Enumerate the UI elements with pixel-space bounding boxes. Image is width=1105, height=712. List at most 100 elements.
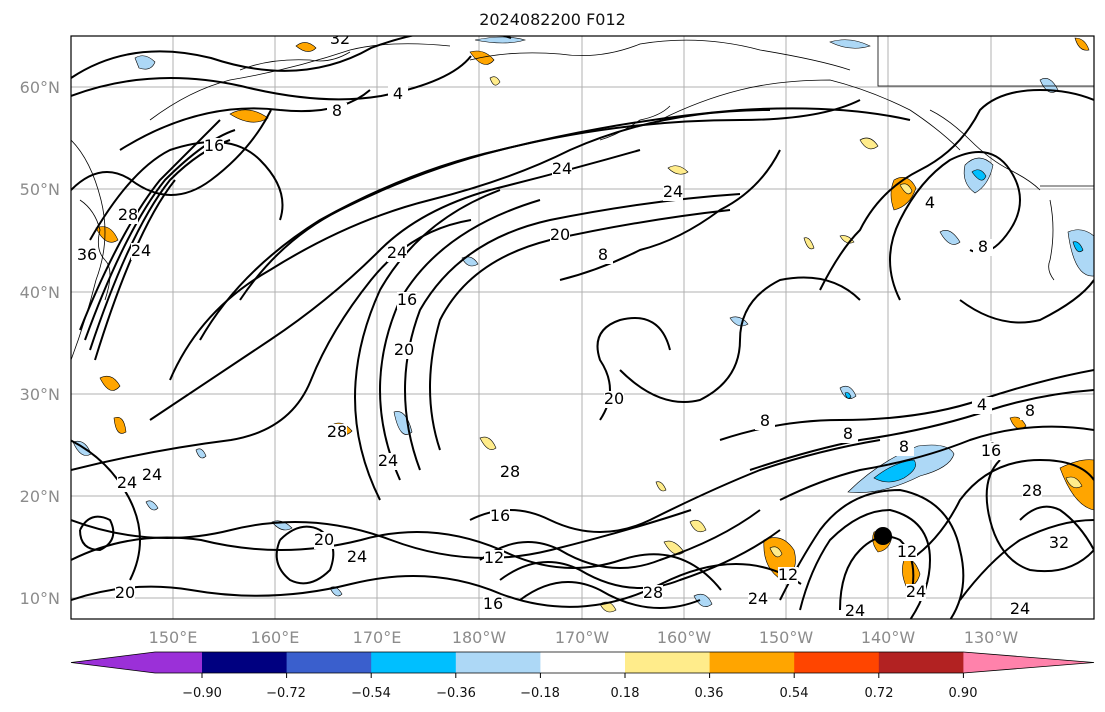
- contour-label-bg: [748, 591, 768, 608]
- contour-label: 24: [117, 473, 137, 492]
- lat-tick-label: 30°N: [20, 385, 60, 404]
- contour-label: 4: [977, 395, 987, 414]
- contour-label: 8: [598, 245, 608, 264]
- contour-label-bg: [663, 184, 683, 201]
- contour-label-bg: [483, 596, 503, 613]
- contour-label: 36: [77, 245, 97, 264]
- contour-label-bg: [552, 161, 572, 178]
- colorbar-tick-label: −0.90: [182, 686, 222, 701]
- contour-label: 28: [327, 422, 347, 441]
- lon-tick-label: 140°W: [861, 628, 916, 647]
- lat-tick-label: 60°N: [20, 78, 60, 97]
- colorbar: [70, 651, 1095, 678]
- contour-label-bg: [77, 247, 97, 264]
- contour-label-bg: [142, 467, 162, 484]
- contour-label-bg: [327, 103, 347, 120]
- lon-tick-label: 180°W: [452, 628, 507, 647]
- colorbar-segment: [455, 652, 541, 673]
- contour-label-bg: [394, 342, 414, 359]
- contour-label-bg: [593, 247, 613, 264]
- contour-label-bg: [397, 292, 417, 309]
- contour-label-bg: [981, 443, 1001, 460]
- contour-label: 4: [393, 84, 403, 103]
- contour-label-bg: [115, 585, 135, 602]
- contour-label-bg: [327, 424, 347, 441]
- lat-tick-label: 10°N: [20, 589, 60, 608]
- contour-label-bg: [604, 391, 624, 408]
- colorbar-segment: [540, 652, 626, 673]
- contour-label: 8: [1025, 401, 1035, 420]
- contour-label-bg: [388, 86, 408, 103]
- contour-label: 28: [500, 462, 520, 481]
- contour-label-bg: [330, 36, 350, 48]
- colorbar-tick-label: 0.54: [780, 686, 809, 701]
- contour-label-bg: [1010, 601, 1030, 618]
- contour-label-bg: [897, 544, 917, 561]
- contour-label-bg: [378, 453, 398, 470]
- contour-label-bg: [347, 549, 367, 566]
- contour-label: 8: [978, 237, 988, 256]
- lon-tick-label: 160°W: [657, 628, 712, 647]
- contour-label: 20: [394, 340, 414, 359]
- colorbar-tick-labels: −0.90 −0.72 −0.54 −0.36 −0.18 0.18 0.36 …: [182, 686, 977, 701]
- contour-label-bg: [973, 239, 993, 256]
- contour-label-bg: [204, 138, 224, 155]
- contour-label-bg: [314, 532, 334, 549]
- contour-label-bg: [1049, 535, 1069, 552]
- lon-tick-label: 160°E: [251, 628, 300, 647]
- longitude-axis: 150°E 160°E 170°E 180°W 170°W 160°W 150°…: [149, 628, 1019, 647]
- colorbar-segment: [155, 652, 202, 673]
- contour-label: 12: [897, 542, 917, 561]
- contour-label: 20: [314, 530, 334, 549]
- contour-label: 8: [760, 411, 770, 430]
- contour-label: 28: [643, 583, 663, 602]
- contour-label: 24: [663, 182, 683, 201]
- colorbar-segment: [286, 652, 372, 673]
- storm-center-marker: [874, 527, 892, 545]
- contour-label-bg: [838, 426, 858, 443]
- contour-label-bg: [920, 195, 940, 212]
- lon-tick-label: 170°W: [555, 628, 610, 647]
- contour-label-bg: [643, 585, 663, 602]
- contour-label-bg: [490, 508, 510, 525]
- contour-label-bg: [1022, 483, 1042, 500]
- contour-label: 8: [332, 101, 342, 120]
- contour-label-bg: [131, 243, 151, 260]
- contour-label: 24: [387, 243, 407, 262]
- contour-label: 20: [115, 583, 135, 602]
- lat-tick-label: 50°N: [20, 180, 60, 199]
- colorbar-tick-label: −0.36: [436, 686, 476, 701]
- lon-tick-label: 130°W: [964, 628, 1019, 647]
- lon-tick-label: 170°E: [353, 628, 402, 647]
- colorbar-segment: [878, 652, 964, 673]
- latitude-axis: 60°N 50°N 40°N 30°N 20°N 10°N: [20, 78, 60, 608]
- colorbar-tick-label: 0.18: [611, 686, 640, 701]
- contour-label: 24: [347, 547, 367, 566]
- contour-label: 8: [899, 437, 909, 456]
- colorbar-segment: [371, 652, 457, 673]
- contour-label: 16: [490, 506, 510, 525]
- colorbar-tick-label: 0.36: [695, 686, 724, 701]
- shaded-anomalies: [72, 36, 1094, 613]
- lat-tick-label: 20°N: [20, 487, 60, 506]
- contour-label-bg: [906, 584, 926, 601]
- contour-label: 24: [1010, 599, 1030, 618]
- contour-label: 24: [378, 451, 398, 470]
- contour-label-bg: [550, 227, 570, 244]
- contour-label: 28: [118, 205, 138, 224]
- lon-tick-label: 150°W: [759, 628, 814, 647]
- contour-label: 16: [204, 136, 224, 155]
- map-title: 2024082200 F012: [479, 10, 626, 29]
- contour-label: 24: [131, 241, 151, 260]
- contour-label: 24: [845, 601, 865, 620]
- contour-label-bg: [845, 603, 865, 619]
- contour-label-bg: [484, 550, 504, 567]
- contour-label-bg: [1020, 403, 1040, 420]
- colorbar-tick-label: −0.18: [520, 686, 560, 701]
- colorbar-tick-label: −0.54: [351, 686, 391, 701]
- colorbar-extend-low: [71, 652, 155, 673]
- contour-labels: 4816242882442420824162020884848161228242…: [77, 36, 1069, 620]
- colorbar-tick-label: 0.90: [949, 686, 978, 701]
- contour-label: 16: [397, 290, 417, 309]
